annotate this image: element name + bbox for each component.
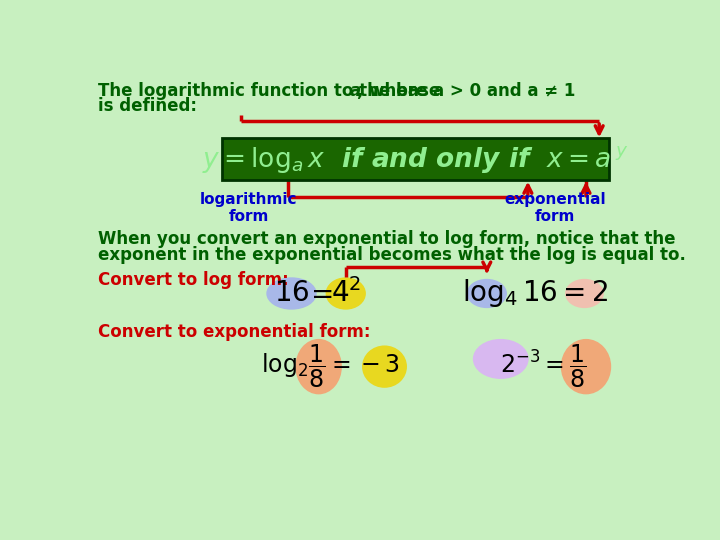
Text: a: a	[350, 82, 361, 100]
Ellipse shape	[561, 339, 611, 394]
Text: $2^{-3} = \dfrac{1}{8}$: $2^{-3} = \dfrac{1}{8}$	[500, 343, 587, 390]
Ellipse shape	[467, 279, 507, 308]
Ellipse shape	[266, 278, 317, 309]
Text: is defined:: is defined:	[98, 97, 197, 115]
Text: The logarithmic function to the base: The logarithmic function to the base	[98, 82, 446, 100]
Text: $\log_2\!\dfrac{1}{8} = -3$: $\log_2\!\dfrac{1}{8} = -3$	[261, 343, 400, 390]
Text: logarithmic
form: logarithmic form	[200, 192, 297, 224]
Ellipse shape	[362, 346, 407, 388]
Text: $4^2$: $4^2$	[330, 279, 361, 308]
Text: $y = \log_a x$  if and only if  $x = a^{\,y}$: $y = \log_a x$ if and only if $x = a^{\,…	[202, 144, 629, 174]
Text: , where a > 0 and a ≠ 1: , where a > 0 and a ≠ 1	[356, 82, 575, 100]
Text: $\log_4 16 = 2$: $\log_4 16 = 2$	[462, 278, 609, 309]
Text: $=$: $=$	[305, 280, 333, 307]
Ellipse shape	[295, 339, 342, 394]
Ellipse shape	[565, 279, 604, 308]
Text: Convert to exponential form:: Convert to exponential form:	[98, 323, 370, 341]
Text: When you convert an exponential to log form, notice that the: When you convert an exponential to log f…	[98, 231, 675, 248]
Text: $16$: $16$	[274, 280, 310, 307]
Text: exponent in the exponential becomes what the log is equal to.: exponent in the exponential becomes what…	[98, 246, 685, 264]
Ellipse shape	[473, 339, 528, 379]
FancyBboxPatch shape	[222, 138, 609, 180]
Ellipse shape	[325, 278, 366, 309]
Text: exponential
form: exponential form	[504, 192, 606, 224]
Text: Convert to log form:: Convert to log form:	[98, 271, 289, 289]
